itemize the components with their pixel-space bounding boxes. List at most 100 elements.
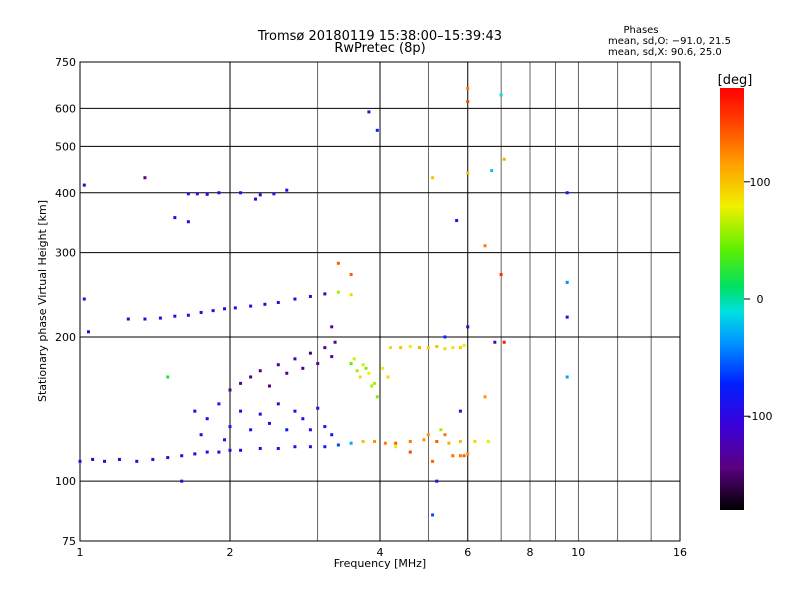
data-point [205,192,209,196]
data-point [258,412,262,416]
y-tick-label: 75 [62,535,76,548]
data-point [228,388,232,392]
data-point [330,325,334,329]
x-tick-labels: 1 2 4 6 8 10 16 [77,546,688,559]
data-point [117,457,121,461]
data-point [166,375,170,379]
data-point [451,454,455,458]
data-point [293,445,297,449]
stats-line-x: mean, sd,X: 90.6, 25.0 [608,47,722,58]
data-point [223,307,227,311]
data-point [285,428,289,432]
data-point [381,366,385,370]
grid-lines [80,62,680,541]
data-point [426,433,430,437]
data-points [78,87,569,517]
x-tick-label: 1 [77,546,84,559]
data-point [361,363,365,367]
data-point [186,192,190,196]
data-point [276,301,280,305]
data-point [267,421,271,425]
data-point [349,441,353,445]
data-point [293,357,297,361]
data-point [435,479,439,483]
data-point [223,438,227,442]
data-point [103,459,107,463]
data-point [443,433,447,437]
data-point [323,346,327,350]
y-tick-label: 750 [55,56,76,69]
data-point [78,459,82,463]
colorbar-tick-label: 100 [750,176,771,189]
colorbar-tick-label: 0 [757,293,764,306]
colorbar-ticks: 100 0 -100 [744,176,772,423]
data-point [466,325,470,329]
data-point [499,93,503,97]
data-point [435,440,439,444]
data-point [458,409,462,413]
data-point [375,395,379,399]
data-point [186,313,190,317]
x-axis-label: Frequency [MHz] [334,557,426,570]
data-point [466,171,470,175]
data-point [349,293,353,297]
y-tick-label: 100 [55,475,76,488]
colorbar: [deg] 100 0 -100 [718,73,772,510]
data-point [389,346,393,350]
data-point [490,169,494,173]
data-point [352,357,356,361]
data-point [462,343,466,347]
data-point [493,340,497,344]
data-point [367,371,371,375]
data-point [249,428,253,432]
data-point [166,456,170,460]
data-point [263,302,267,306]
data-point [301,417,305,421]
data-point [205,417,209,421]
data-point [466,452,470,456]
data-point [336,290,340,294]
stats-line-o: mean, sd,O: −91.0, 21.5 [608,36,731,47]
plot-area: 1 2 4 6 8 10 16 75 100 200 300 400 500 600 750 [55,56,687,559]
x-tick-label: 8 [527,546,534,559]
chart-title: Tromsø 20180119 15:38:00–15:39:43 [257,29,502,44]
data-point [135,459,139,463]
data-point [316,362,320,366]
data-point [483,395,487,399]
data-point [82,183,86,187]
data-point [455,219,459,223]
x-tick-label: 10 [571,546,585,559]
data-point [458,346,462,350]
y-tick-label: 300 [55,247,76,260]
data-point [143,176,147,180]
y-tick-label: 600 [55,102,76,115]
data-point [285,371,289,375]
data-point [82,297,86,301]
data-point [408,440,412,444]
data-point [323,445,327,449]
data-point [431,459,435,463]
data-point [336,443,340,447]
data-point [417,346,421,350]
data-point [276,446,280,450]
data-point [462,454,466,458]
data-point [383,441,387,445]
data-point [394,445,398,449]
data-point [151,457,155,461]
data-point [195,192,199,196]
data-point [276,363,280,367]
data-point [466,100,470,104]
y-tick-labels: 75 100 200 300 400 500 600 750 [55,56,76,548]
data-point [323,425,327,429]
data-point [458,440,462,444]
data-point [158,316,162,320]
data-point [451,346,455,350]
data-point [173,314,177,318]
data-point [323,292,327,296]
chart-subtitle: RwPretec (8p) [334,41,425,56]
data-point [473,440,477,444]
data-point [228,425,232,429]
data-point [193,452,197,456]
data-point [173,216,177,220]
data-point [199,310,203,314]
